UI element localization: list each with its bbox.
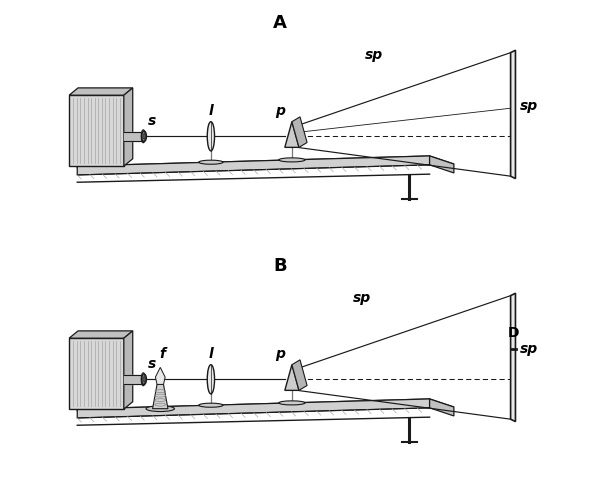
Polygon shape [292, 360, 307, 390]
Polygon shape [77, 156, 454, 168]
Ellipse shape [279, 401, 305, 405]
Text: sp: sp [520, 342, 538, 356]
Ellipse shape [142, 131, 146, 141]
Ellipse shape [207, 122, 215, 151]
Text: l: l [209, 104, 213, 118]
Polygon shape [69, 88, 133, 95]
Polygon shape [69, 331, 133, 338]
Text: A: A [273, 14, 287, 32]
Ellipse shape [207, 364, 215, 394]
Polygon shape [124, 331, 133, 409]
Polygon shape [511, 50, 515, 179]
Polygon shape [152, 384, 168, 409]
Ellipse shape [143, 377, 145, 382]
Text: sp: sp [353, 291, 371, 305]
Polygon shape [285, 364, 299, 390]
Polygon shape [77, 156, 430, 175]
Text: f: f [160, 347, 166, 361]
Text: sp: sp [520, 99, 538, 113]
Polygon shape [430, 399, 454, 416]
Text: B: B [273, 257, 287, 275]
Text: sp: sp [365, 48, 383, 62]
Polygon shape [69, 338, 124, 409]
Text: D: D [508, 326, 520, 340]
Text: s: s [148, 357, 157, 371]
Polygon shape [155, 367, 165, 384]
Polygon shape [69, 95, 124, 166]
Ellipse shape [279, 158, 305, 162]
Text: s: s [148, 114, 157, 128]
Ellipse shape [199, 403, 223, 407]
Polygon shape [77, 399, 430, 418]
Ellipse shape [142, 374, 146, 384]
Polygon shape [511, 293, 515, 422]
Polygon shape [292, 117, 307, 147]
Polygon shape [430, 156, 454, 173]
Text: p: p [275, 104, 286, 118]
Text: p: p [275, 347, 286, 361]
Ellipse shape [143, 134, 145, 139]
Ellipse shape [199, 160, 223, 164]
Text: l: l [209, 347, 213, 361]
Polygon shape [124, 88, 133, 166]
Polygon shape [77, 399, 454, 411]
Polygon shape [285, 122, 299, 147]
Ellipse shape [146, 406, 175, 412]
